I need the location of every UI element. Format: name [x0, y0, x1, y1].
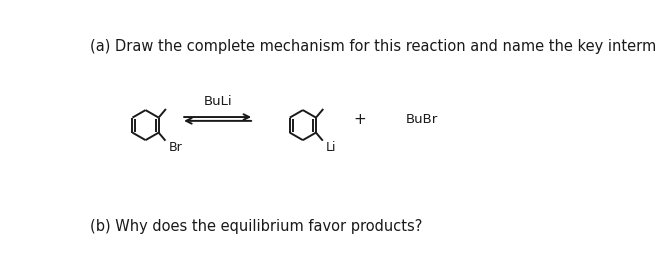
Text: Li: Li — [326, 141, 337, 155]
Text: BuLi: BuLi — [203, 95, 232, 108]
Text: (a) Draw the complete mechanism for this reaction and name the key intermediate.: (a) Draw the complete mechanism for this… — [90, 39, 656, 54]
Text: Br: Br — [169, 141, 182, 155]
Text: BuBr: BuBr — [406, 113, 438, 126]
Text: (b) Why does the equilibrium favor products?: (b) Why does the equilibrium favor produ… — [90, 219, 422, 234]
Text: +: + — [353, 112, 366, 127]
